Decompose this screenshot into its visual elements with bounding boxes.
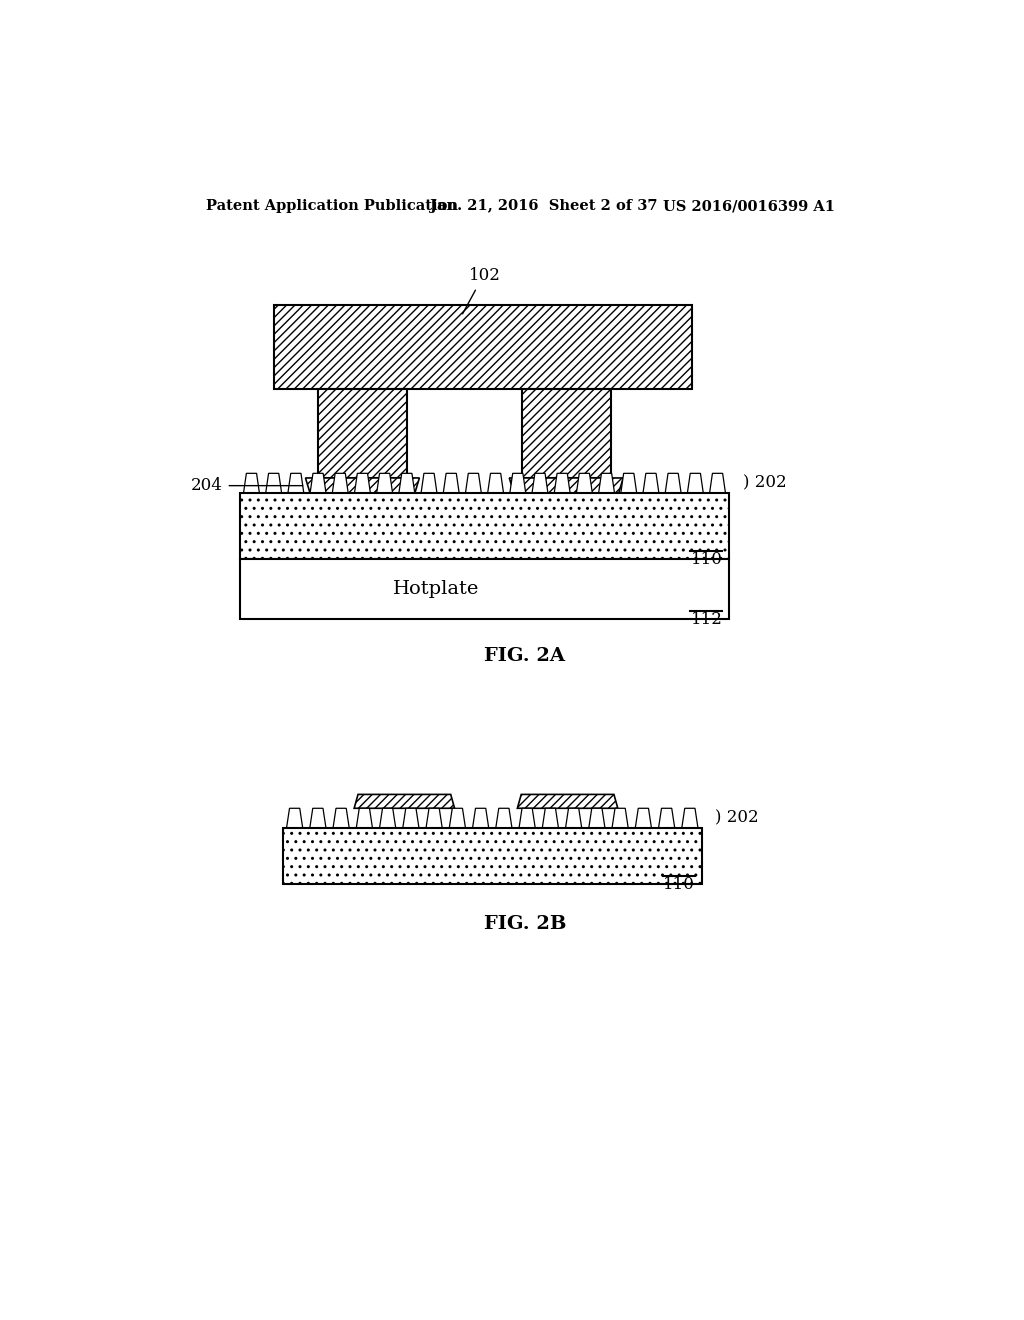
Polygon shape — [273, 305, 692, 389]
Polygon shape — [543, 808, 558, 829]
Polygon shape — [466, 474, 481, 494]
Polygon shape — [635, 808, 651, 829]
Polygon shape — [333, 808, 349, 829]
Polygon shape — [682, 808, 698, 829]
Polygon shape — [565, 808, 582, 829]
Polygon shape — [421, 474, 437, 494]
Polygon shape — [532, 474, 548, 494]
Polygon shape — [589, 808, 605, 829]
Text: Patent Application Publication: Patent Application Publication — [206, 199, 458, 213]
Text: 204: 204 — [190, 477, 222, 494]
Polygon shape — [377, 474, 392, 494]
Polygon shape — [710, 474, 726, 494]
Polygon shape — [517, 795, 617, 808]
Polygon shape — [287, 808, 303, 829]
Polygon shape — [244, 474, 259, 494]
Polygon shape — [309, 808, 326, 829]
Polygon shape — [521, 389, 611, 478]
Polygon shape — [354, 795, 455, 808]
Polygon shape — [450, 808, 466, 829]
Polygon shape — [317, 389, 407, 478]
Polygon shape — [332, 474, 348, 494]
Polygon shape — [283, 829, 701, 884]
Polygon shape — [265, 474, 282, 494]
Polygon shape — [621, 474, 637, 494]
Polygon shape — [554, 474, 570, 494]
Polygon shape — [687, 474, 703, 494]
Polygon shape — [509, 478, 624, 494]
Polygon shape — [510, 474, 525, 494]
Polygon shape — [380, 808, 395, 829]
Text: 112: 112 — [690, 611, 722, 628]
Polygon shape — [519, 808, 536, 829]
Text: Hotplate: Hotplate — [392, 579, 479, 598]
Polygon shape — [241, 494, 729, 558]
Text: ) 202: ) 202 — [742, 475, 786, 492]
Polygon shape — [443, 474, 459, 494]
Polygon shape — [426, 808, 442, 829]
Polygon shape — [487, 474, 504, 494]
Polygon shape — [472, 808, 488, 829]
Polygon shape — [643, 474, 658, 494]
Text: US 2016/0016399 A1: US 2016/0016399 A1 — [663, 199, 835, 213]
Polygon shape — [310, 474, 326, 494]
Text: Jan. 21, 2016  Sheet 2 of 37: Jan. 21, 2016 Sheet 2 of 37 — [430, 199, 657, 213]
Polygon shape — [305, 478, 420, 494]
Polygon shape — [402, 808, 419, 829]
Text: FIG. 2A: FIG. 2A — [484, 647, 565, 665]
Polygon shape — [241, 558, 729, 619]
Polygon shape — [496, 808, 512, 829]
Polygon shape — [658, 808, 675, 829]
Polygon shape — [577, 474, 592, 494]
Text: 102: 102 — [469, 267, 501, 284]
Polygon shape — [354, 474, 371, 494]
Polygon shape — [356, 808, 373, 829]
Polygon shape — [599, 474, 614, 494]
Text: FIG. 2B: FIG. 2B — [483, 915, 566, 933]
Text: ) 202: ) 202 — [716, 809, 759, 826]
Polygon shape — [612, 808, 629, 829]
Polygon shape — [288, 474, 304, 494]
Polygon shape — [666, 474, 681, 494]
Polygon shape — [398, 474, 415, 494]
Text: 110: 110 — [664, 876, 695, 894]
Text: 110: 110 — [690, 552, 722, 568]
